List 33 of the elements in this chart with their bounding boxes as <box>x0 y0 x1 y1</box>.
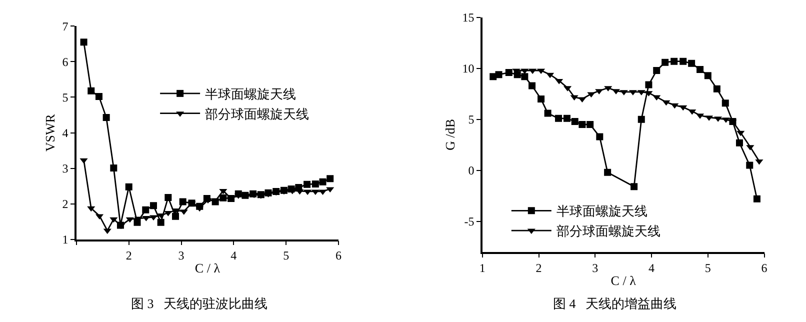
text: 图 4 天线的增益曲线 <box>553 296 676 311</box>
x-tick-label: 5 <box>283 248 290 263</box>
y-tick-label: 6 <box>62 54 68 69</box>
y-tick-label: 10 <box>462 62 474 76</box>
y-tick-label: 3 <box>62 162 68 176</box>
x-tick-label: 4 <box>230 248 237 263</box>
x-tick-label: 5 <box>704 261 711 276</box>
y-axis-title: VSWR <box>42 114 58 152</box>
legend-label: 部分球面螺旋天线 <box>556 224 660 239</box>
x-tick-label: 2 <box>536 261 542 276</box>
x-tick-label: 2 <box>126 248 132 263</box>
x-tick-label: 6 <box>335 248 342 263</box>
x-tick-label: 4 <box>648 261 655 276</box>
y-tick-label: 1 <box>62 232 68 247</box>
y-tick-label: 2 <box>62 197 68 212</box>
x-tick-label: 3 <box>178 248 184 263</box>
y-tick-label: 5 <box>468 112 474 127</box>
y-tick-label: 0 <box>468 164 474 178</box>
x-axis-title: C / λ <box>194 260 221 276</box>
x-axis-title: C / λ <box>610 273 637 288</box>
text: 图 3 天线的驻波比曲线 <box>131 296 268 311</box>
x-tick-label: 6 <box>761 261 768 276</box>
y-axis-title: G /dB <box>442 118 458 150</box>
legend-label: 半球面螺旋天线 <box>205 86 296 102</box>
legend-label: 半球面螺旋天线 <box>556 204 648 219</box>
y-tick-label: -5 <box>464 214 474 228</box>
y-tick-label: 5 <box>62 90 68 104</box>
y-tick-label: 15 <box>462 10 474 25</box>
x-tick-label: 3 <box>592 261 598 276</box>
y-tick-label: 4 <box>62 126 68 140</box>
y-tick-label: 7 <box>62 19 68 34</box>
x-tick-label: 1 <box>479 261 486 276</box>
legend-label: 部分球面螺旋天线 <box>205 106 310 122</box>
